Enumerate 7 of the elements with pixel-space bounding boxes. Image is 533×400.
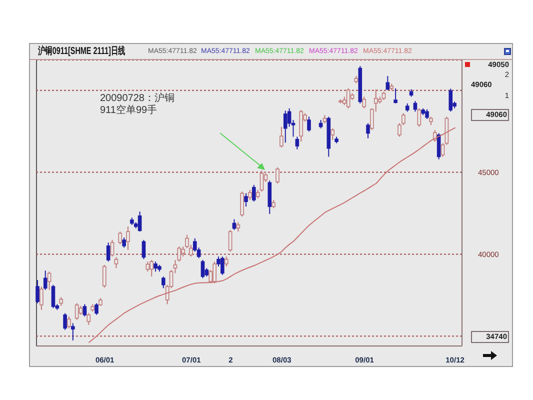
candlestick — [295, 136, 300, 150]
chart-title: 沪铜0911[SHME 2111]日线 — [38, 46, 126, 58]
candlestick — [283, 110, 288, 144]
annotation: 20090728：沪铜 911空单99手 — [100, 93, 174, 117]
candlestick — [126, 226, 130, 250]
candlestick — [71, 322, 75, 341]
candlestick — [244, 192, 248, 208]
